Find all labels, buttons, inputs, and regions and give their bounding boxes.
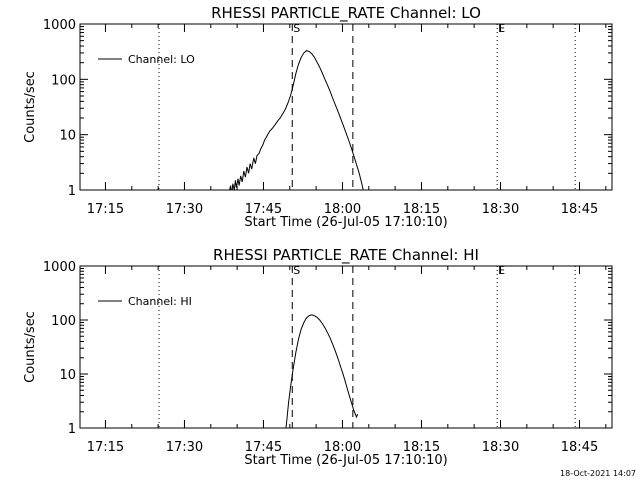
- series-line: [285, 314, 359, 428]
- series-line: [229, 50, 364, 190]
- y-tick-label: 10: [59, 368, 76, 383]
- y-axis-label: Counts/sec: [23, 71, 38, 143]
- chart-title: RHESSI PARTICLE_RATE Channel: HI: [213, 246, 479, 265]
- x-tick-label: 17:30: [166, 440, 203, 455]
- y-axis-label: Counts/sec: [23, 311, 38, 383]
- y-tick-label: 100: [51, 314, 76, 329]
- x-tick-label: 18:00: [324, 440, 361, 455]
- chart-title: RHESSI PARTICLE_RATE Channel: LO: [211, 4, 481, 23]
- x-tick-label: 18:45: [561, 202, 598, 217]
- plot-frame: [79, 23, 613, 191]
- x-tick-label: 18:45: [561, 440, 598, 455]
- x-tick-label: 18:30: [482, 202, 519, 217]
- marker-label: S: [293, 264, 300, 277]
- y-tick-label: 1000: [43, 260, 76, 275]
- panel-hi: RHESSI PARTICLE_RATE Channel: HI 17:15 17:…: [23, 246, 613, 468]
- x-tick-label: 18:30: [482, 440, 519, 455]
- x-tick-label: 17:45: [245, 202, 282, 217]
- y-tick-label: 1: [68, 184, 76, 199]
- x-tick-label: 17:30: [166, 202, 203, 217]
- legend-label: Channel: LO: [128, 53, 195, 66]
- x-tick-label: 17:15: [87, 440, 124, 455]
- panel-lo: RHESSI PARTICLE_RATE Channel: LO 17:15 17:…: [23, 4, 613, 230]
- plot-frame: [79, 265, 613, 429]
- x-axis-label: Start Time (26-Jul-05 17:10:10): [244, 453, 447, 468]
- x-tick-label: 17:15: [87, 202, 124, 217]
- legend-label: Channel: HI: [128, 295, 192, 308]
- y-tick-label: 100: [51, 73, 76, 88]
- x-tick-label: 17:45: [245, 440, 282, 455]
- x-tick-label: 18:15: [403, 202, 440, 217]
- plot-timestamp: 18-Oct-2021 14:07: [560, 469, 636, 478]
- marker-label: E: [498, 22, 505, 35]
- y-tick-label: 10: [59, 129, 76, 144]
- x-tick-label: 18:15: [403, 440, 440, 455]
- x-axis-label: Start Time (26-Jul-05 17:10:10): [244, 215, 447, 230]
- x-tick-label: 18:00: [324, 202, 361, 217]
- marker-label: S: [293, 22, 300, 35]
- y-tick-label: 1: [68, 422, 76, 437]
- y-tick-label: 1000: [43, 18, 76, 33]
- marker-label: E: [498, 264, 505, 277]
